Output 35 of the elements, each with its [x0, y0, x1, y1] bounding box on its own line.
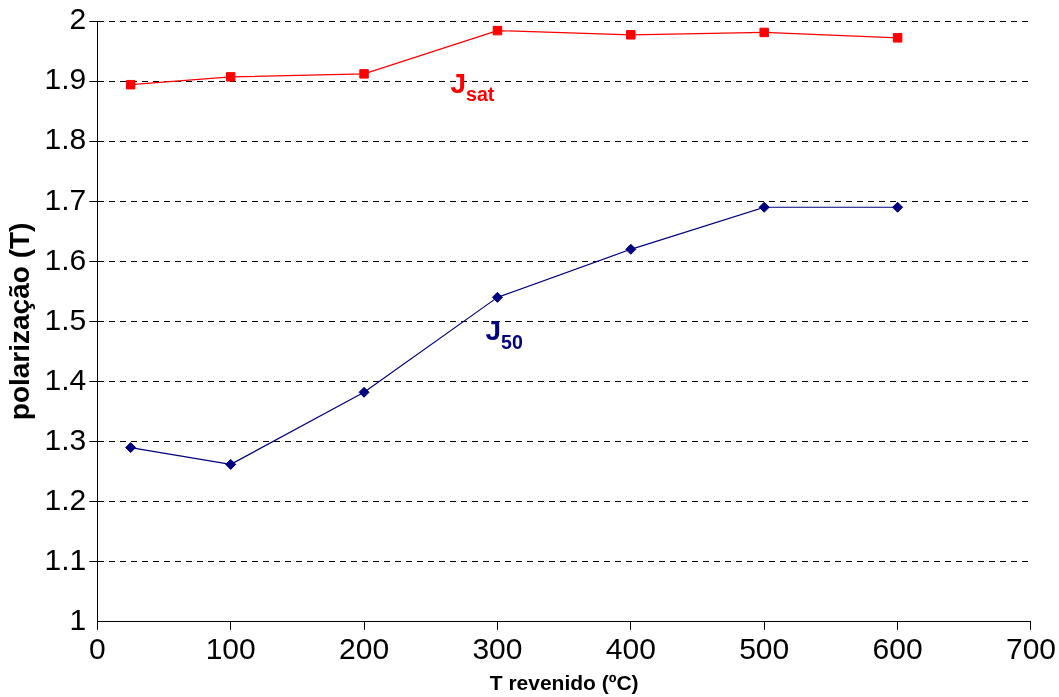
x-tick-label: 600: [872, 632, 923, 666]
point: [125, 442, 137, 454]
point: [759, 27, 769, 38]
y-tick-label: 1.1: [44, 542, 87, 576]
x-tick-label: 300: [472, 632, 523, 666]
point: [225, 458, 237, 470]
point: [758, 201, 770, 213]
y-tick-label: 1.7: [44, 182, 87, 216]
y-tick-label: 1.9: [44, 62, 87, 96]
point: [892, 33, 903, 43]
y-axis-title: polarização (T): [3, 222, 35, 421]
point: [225, 72, 236, 82]
x-tick-label: 100: [205, 632, 256, 666]
x-tick-label: 700: [1005, 632, 1056, 666]
point: [359, 69, 369, 79]
point: [491, 291, 503, 303]
point: [626, 30, 636, 40]
point: [892, 201, 904, 213]
point: [358, 386, 370, 398]
x-tick-label: 200: [339, 632, 390, 666]
x-tick-label: 500: [739, 632, 790, 666]
y-tick-label: 1.5: [44, 302, 87, 336]
y-tick-label: 1.3: [44, 422, 87, 456]
y-tick-label: 2: [69, 2, 87, 36]
point: [125, 79, 136, 90]
y-tick-label: 1: [69, 603, 87, 637]
y-tick-label: 1.4: [44, 362, 87, 396]
x-axis-title: T revenido (ºC): [489, 671, 639, 695]
point: [625, 243, 637, 255]
y-tick-label: 1.8: [44, 122, 87, 156]
y-tick-label: 1.6: [44, 242, 87, 276]
x-tick-label: 0: [88, 632, 106, 666]
y-tick-label: 1.2: [44, 482, 87, 516]
point: [492, 25, 503, 36]
x-tick-label: 400: [605, 632, 656, 666]
